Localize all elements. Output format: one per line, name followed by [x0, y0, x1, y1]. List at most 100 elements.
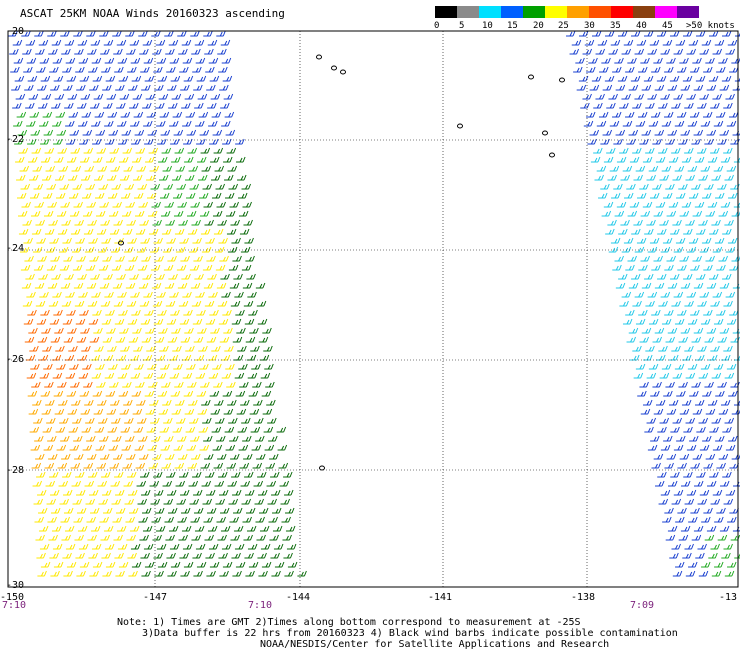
wind-barb	[117, 120, 127, 127]
wind-barb	[41, 327, 51, 334]
wind-barb	[89, 570, 99, 577]
wind-barb	[601, 57, 611, 64]
wind-barb	[596, 165, 607, 172]
wind-barb	[236, 408, 247, 415]
wind-barb	[720, 399, 731, 406]
wind-barb	[175, 246, 186, 253]
wind-barb	[263, 426, 274, 433]
wind-barb	[664, 309, 674, 316]
wind-barb	[28, 408, 39, 415]
wind-barb	[661, 120, 672, 127]
wind-barb	[127, 237, 137, 244]
wind-barb	[719, 327, 730, 334]
wind-barb	[156, 372, 167, 379]
wind-barb	[686, 246, 697, 253]
wind-barb	[255, 435, 265, 442]
wind-barb	[142, 354, 153, 361]
wind-barb	[634, 48, 645, 55]
wind-barb	[706, 129, 717, 136]
wind-barb	[198, 426, 209, 433]
wind-barb	[65, 372, 76, 379]
wind-barb	[176, 417, 186, 424]
wind-barb	[675, 561, 685, 568]
wind-barb	[664, 264, 674, 271]
wind-barb	[22, 300, 33, 307]
wind-barb	[640, 57, 650, 64]
wind-barb	[70, 228, 81, 235]
wind-barb	[214, 246, 225, 253]
wind-barb	[100, 219, 110, 226]
wind-barb	[214, 480, 225, 487]
wind-barb	[197, 327, 207, 334]
wind-barb	[267, 417, 277, 424]
wind-barb	[146, 111, 157, 118]
wind-barb	[45, 399, 55, 406]
wind-barb	[690, 309, 700, 316]
wind-barb	[183, 561, 194, 568]
wind-barb	[655, 480, 665, 487]
wind-barb	[613, 183, 623, 190]
wind-barb	[155, 273, 165, 280]
lon-label: -144	[286, 592, 311, 603]
wind-barb	[159, 174, 169, 181]
wind-barb	[261, 390, 272, 397]
wind-barb	[39, 543, 50, 550]
wind-barb	[665, 381, 675, 388]
wind-barb	[115, 84, 125, 91]
wind-barb	[197, 156, 207, 163]
wind-barb	[113, 300, 124, 307]
wind-barb	[107, 345, 117, 352]
wind-barb	[87, 453, 97, 460]
wind-barb	[62, 471, 72, 478]
wind-barb	[708, 552, 718, 559]
wind-barb	[677, 66, 687, 73]
wind-barb	[174, 462, 185, 469]
wind-barb	[17, 210, 28, 217]
wind-barb	[119, 408, 130, 415]
wind-barb	[96, 462, 107, 469]
wind-barb	[119, 327, 129, 334]
wind-barb	[248, 390, 259, 397]
wind-barb	[627, 210, 638, 217]
wind-barb	[51, 273, 61, 280]
wind-barb	[64, 39, 75, 46]
wind-barb	[121, 444, 132, 451]
wind-barb	[177, 516, 187, 523]
wind-barb	[241, 183, 251, 190]
wind-barb	[615, 282, 626, 289]
wind-barb	[229, 516, 239, 523]
wind-barb	[94, 426, 105, 433]
wind-barb	[243, 300, 254, 307]
wind-barb	[84, 480, 95, 487]
wind-barb	[663, 435, 673, 442]
wind-barb	[245, 489, 255, 496]
wind-barb	[652, 381, 662, 388]
wind-barb	[281, 516, 291, 523]
wind-barb	[110, 399, 120, 406]
wind-barb	[162, 165, 173, 172]
wind-barb	[287, 561, 298, 568]
wind-barb	[52, 57, 63, 64]
wind-barb	[58, 399, 68, 406]
wind-barb	[682, 354, 692, 361]
wind-barb	[223, 93, 234, 100]
wind-barb	[98, 264, 109, 271]
wind-barb	[714, 561, 724, 568]
wind-barb	[207, 102, 217, 109]
wind-barb	[178, 300, 189, 307]
wind-barb	[628, 282, 639, 289]
wind-barb	[145, 93, 156, 100]
wind-barb	[682, 552, 692, 559]
wind-barb	[61, 534, 71, 541]
wind-barb	[656, 354, 666, 361]
wind-barb	[168, 507, 178, 514]
wind-barb	[723, 300, 733, 307]
wind-barb	[715, 390, 725, 397]
wind-barb	[685, 372, 696, 379]
wind-barb	[230, 453, 240, 460]
wind-barb	[149, 246, 160, 253]
wind-barb	[670, 273, 680, 280]
wind-barb	[11, 84, 21, 91]
wind-barb	[166, 237, 176, 244]
wind-barb	[86, 516, 96, 523]
